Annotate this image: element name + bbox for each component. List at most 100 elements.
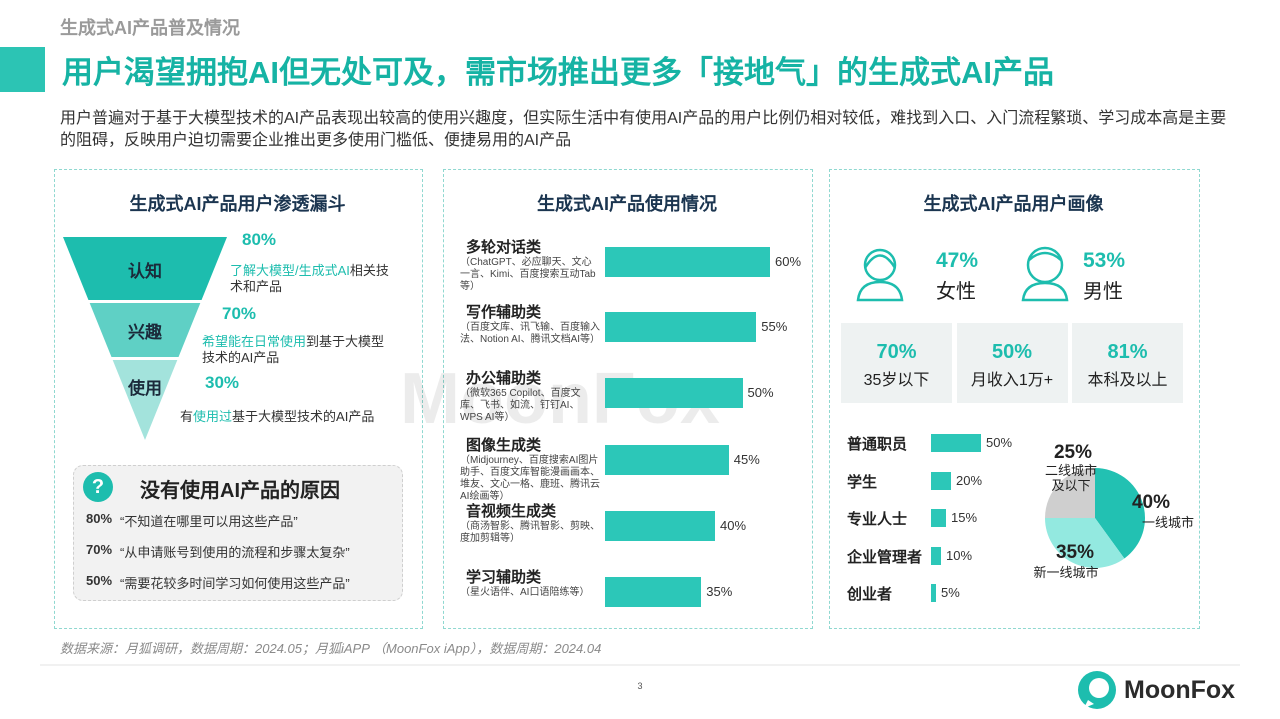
pie-value-label: 40% (1131, 492, 1171, 513)
value-label: 40% (720, 518, 747, 533)
portrait-title: 生成式AI产品用户画像 (923, 194, 1104, 214)
note-part: 相关技术和产品 (230, 263, 389, 294)
value-label: 10% (946, 547, 973, 563)
usage-title: 生成式AI产品使用情况 (537, 194, 717, 214)
stat-percent: 81% (1107, 341, 1148, 363)
pie-slice (1045, 468, 1095, 518)
funnel-label: 认知 (128, 261, 162, 281)
stat-box (1072, 323, 1183, 403)
funnel-label: 使用 (128, 379, 162, 398)
bar (605, 247, 770, 277)
female-icon (856, 248, 904, 302)
reason-text: “从申请账号到使用的流程和步骤太复杂” (120, 545, 350, 560)
reason-text: “不知道在哪里可以用这些产品” (120, 514, 298, 529)
funnel-title: 生成式AI产品用户渗透漏斗 (129, 194, 346, 214)
usage-note: （ChatGPT、必应聊天、文心一言、Kimi、百度搜索互动Tab等） (460, 257, 596, 292)
stat-percent: 50% (991, 341, 1033, 363)
occupation-category: 专业人士 (847, 511, 908, 528)
funnel-segment (63, 237, 227, 300)
funnel-percent: 30% (205, 373, 240, 392)
logo-text: MoonFox (1124, 676, 1236, 704)
stat-label: 35岁以下 (863, 372, 930, 389)
occupation-category: 企业管理者 (847, 548, 923, 566)
usage-category: 音视频生成类 (466, 503, 557, 520)
bar (605, 445, 729, 475)
gender-percent: 47% (936, 249, 979, 272)
usage-note: （Midjourney、百度搜索AI图片助手、百度文库智能漫画画本、堆友、文心一… (460, 455, 600, 502)
bar (931, 584, 936, 602)
funnel-panel (54, 169, 423, 629)
funnel-note: 有使用过基于大模型技术的AI产品 (180, 409, 400, 425)
usage-category: 写作辅助类 (466, 304, 542, 321)
note-part: 希望能在日常使用 (202, 334, 307, 349)
pie-slice (1045, 518, 1125, 568)
reason-text: “需要花较多时间学习如何使用这些产品” (120, 576, 350, 591)
usage-note: （微软365 Copilot、百度文库、飞书、如流、钉钉AI、WPS AI等） (460, 388, 581, 423)
bar (931, 546, 941, 565)
occupation-category: 创业者 (847, 586, 893, 603)
note-part: 有 (180, 409, 194, 424)
funnel-note: 希望能在日常使用到基于大模型技术的AI产品 (202, 334, 387, 366)
bar (931, 471, 951, 490)
reason-percent: 80% (86, 511, 113, 526)
value-label: 35% (706, 584, 733, 599)
value-label: 50% (986, 435, 1013, 450)
usage-category: 办公辅助类 (466, 370, 542, 387)
bar (931, 434, 981, 452)
page-number: 3 (637, 681, 643, 691)
funnel-note: 了解大模型/生成式AI相关技术和产品 (230, 263, 390, 295)
bar (605, 378, 743, 408)
gender-label: 女性 (936, 281, 976, 303)
note-part: 了解大模型/生成式AI (230, 263, 350, 278)
reasons-box (73, 465, 403, 601)
bar (931, 509, 946, 527)
pie-category: 二线城市及以下 (1044, 463, 1097, 493)
value-label: 50% (747, 385, 774, 400)
pie-category: 一线城市 (1141, 515, 1194, 530)
note-part: 基于大模型技术的AI产品 (232, 409, 375, 424)
note-part: 到基于大模型技术的AI产品 (202, 334, 385, 365)
value-label: 20% (956, 472, 983, 488)
reason-percent: 50% (86, 573, 113, 588)
source: 数据来源：月狐调研，数据周期：2024.05；月狐iAPP （MoonFox i… (60, 641, 602, 656)
usage-category: 多轮对话类 (466, 239, 542, 256)
gender-label: 男性 (1083, 281, 1123, 303)
value-label: 60% (775, 254, 802, 269)
bar (605, 511, 715, 541)
reasons-title: 没有使用AI产品的原因 (140, 480, 340, 502)
pie-value-label: 25% (1053, 442, 1093, 463)
funnel-percent: 80% (242, 230, 277, 249)
pie-category: 新一线城市 (1033, 565, 1099, 580)
value-label: 5% (941, 585, 960, 600)
reason-percent: 70% (86, 542, 113, 557)
occupation-category: 学生 (847, 473, 878, 491)
stat-box (841, 323, 952, 403)
usage-note: （星火语伴、AI口语陪练等） (460, 587, 590, 598)
pie-value-label: 35% (1055, 542, 1095, 563)
portrait-panel (829, 169, 1200, 629)
usage-category: 学习辅助类 (466, 569, 542, 586)
logo-icon (1078, 671, 1116, 709)
stat-box (956, 323, 1068, 403)
funnel-segment (112, 360, 178, 440)
description: 用户普遍对于基于大模型技术的AI产品表现出较高的使用兴趣度，但实际生活中有使用A… (60, 110, 1227, 149)
question-icon: ? (83, 472, 113, 502)
bar (605, 577, 702, 607)
usage-note: （商汤智影、腾讯智影、剪映、度加剪辑等） (460, 521, 600, 544)
usage-category: 图像生成类 (466, 437, 542, 454)
funnel-percent: 70% (222, 304, 257, 323)
stat-label: 本科及以上 (1087, 372, 1168, 389)
category: 生成式AI产品普及情况 (60, 18, 240, 38)
value-label: 55% (761, 319, 788, 334)
value-label: 45% (733, 452, 760, 467)
title-accent (0, 47, 45, 92)
gender-percent: 53% (1083, 249, 1126, 272)
male-icon (1021, 246, 1069, 302)
funnel-label: 兴趣 (128, 323, 162, 342)
stat-label: 月收入1万+ (970, 372, 1054, 389)
pie-slice (1095, 468, 1146, 559)
value-label: 15% (951, 510, 978, 525)
usage-panel (443, 169, 813, 629)
